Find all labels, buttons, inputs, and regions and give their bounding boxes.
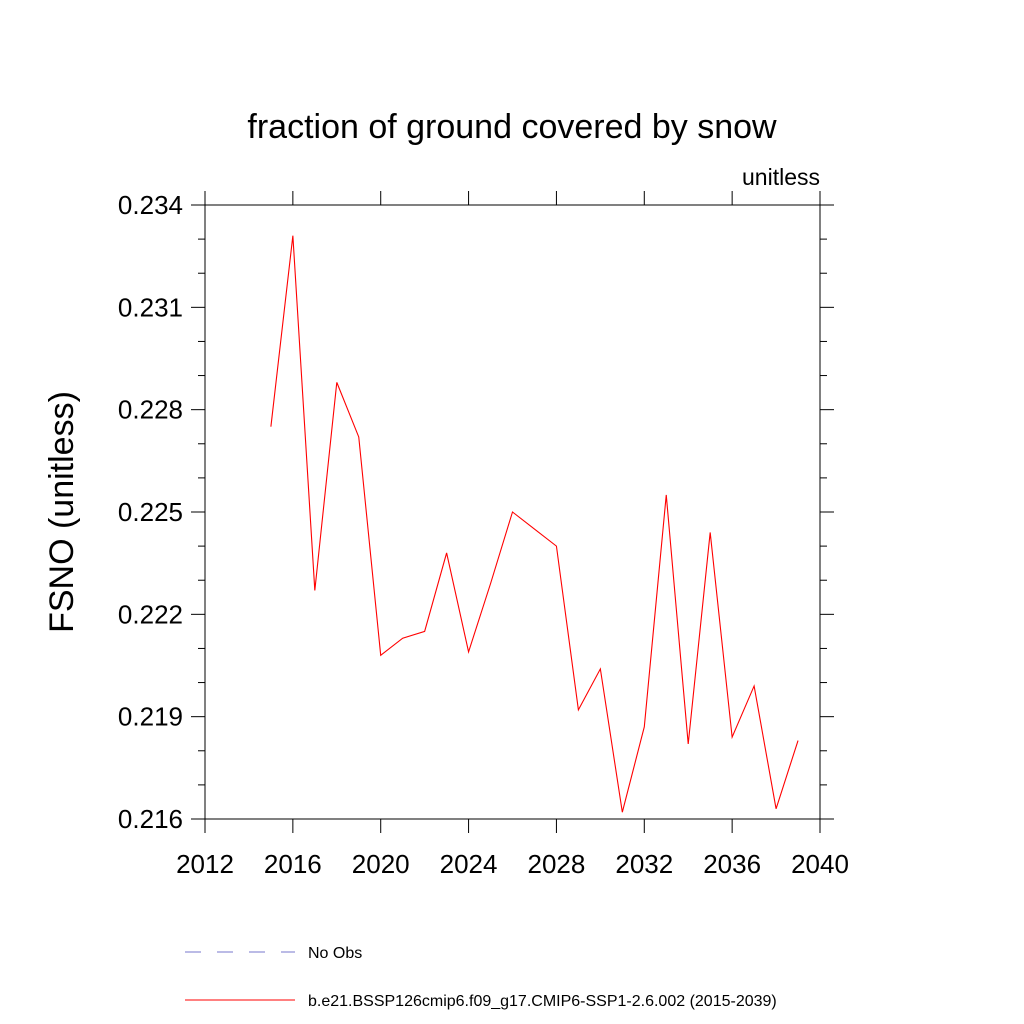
units-label: unitless	[742, 164, 820, 190]
legend-label: No Obs	[308, 945, 362, 962]
chart-title: fraction of ground covered by snow	[247, 108, 777, 146]
series-line	[270, 235, 799, 813]
y-tick-label: 0.222	[118, 599, 183, 629]
x-tick-label: 2020	[352, 849, 410, 879]
series-layer	[270, 235, 799, 813]
legend: No Obs b.e21.BSSP126cmip6.f09_g17.CMIP6-S…	[185, 945, 777, 1010]
x-tick-label: 2040	[791, 849, 849, 879]
x-tick-label: 2016	[264, 849, 322, 879]
x-tick-label: 2032	[615, 849, 673, 879]
x-tick-label: 2036	[703, 849, 761, 879]
y-tick-label: 0.225	[118, 497, 183, 527]
y-tick-label: 0.228	[118, 395, 183, 425]
plot-axes: 0.216 0.219 0.222 0.225 0.228 0.231 0.234 2012 2…	[118, 190, 849, 879]
x-tick-label: 2028	[528, 849, 586, 879]
legend-label: b.e21.BSSP126cmip6.f09_g17.CMIP6-SSP1-2.…	[308, 993, 777, 1010]
x-tick-label: 2012	[176, 849, 234, 879]
y-tick-label: 0.219	[118, 702, 183, 732]
y-tick-label: 0.231	[118, 292, 183, 322]
x-tick-label: 2024	[440, 849, 498, 879]
y-tick-label: 0.216	[118, 804, 183, 834]
y-axis-label: FSNO (unitless)	[43, 391, 81, 633]
y-tick-label: 0.234	[118, 190, 183, 220]
